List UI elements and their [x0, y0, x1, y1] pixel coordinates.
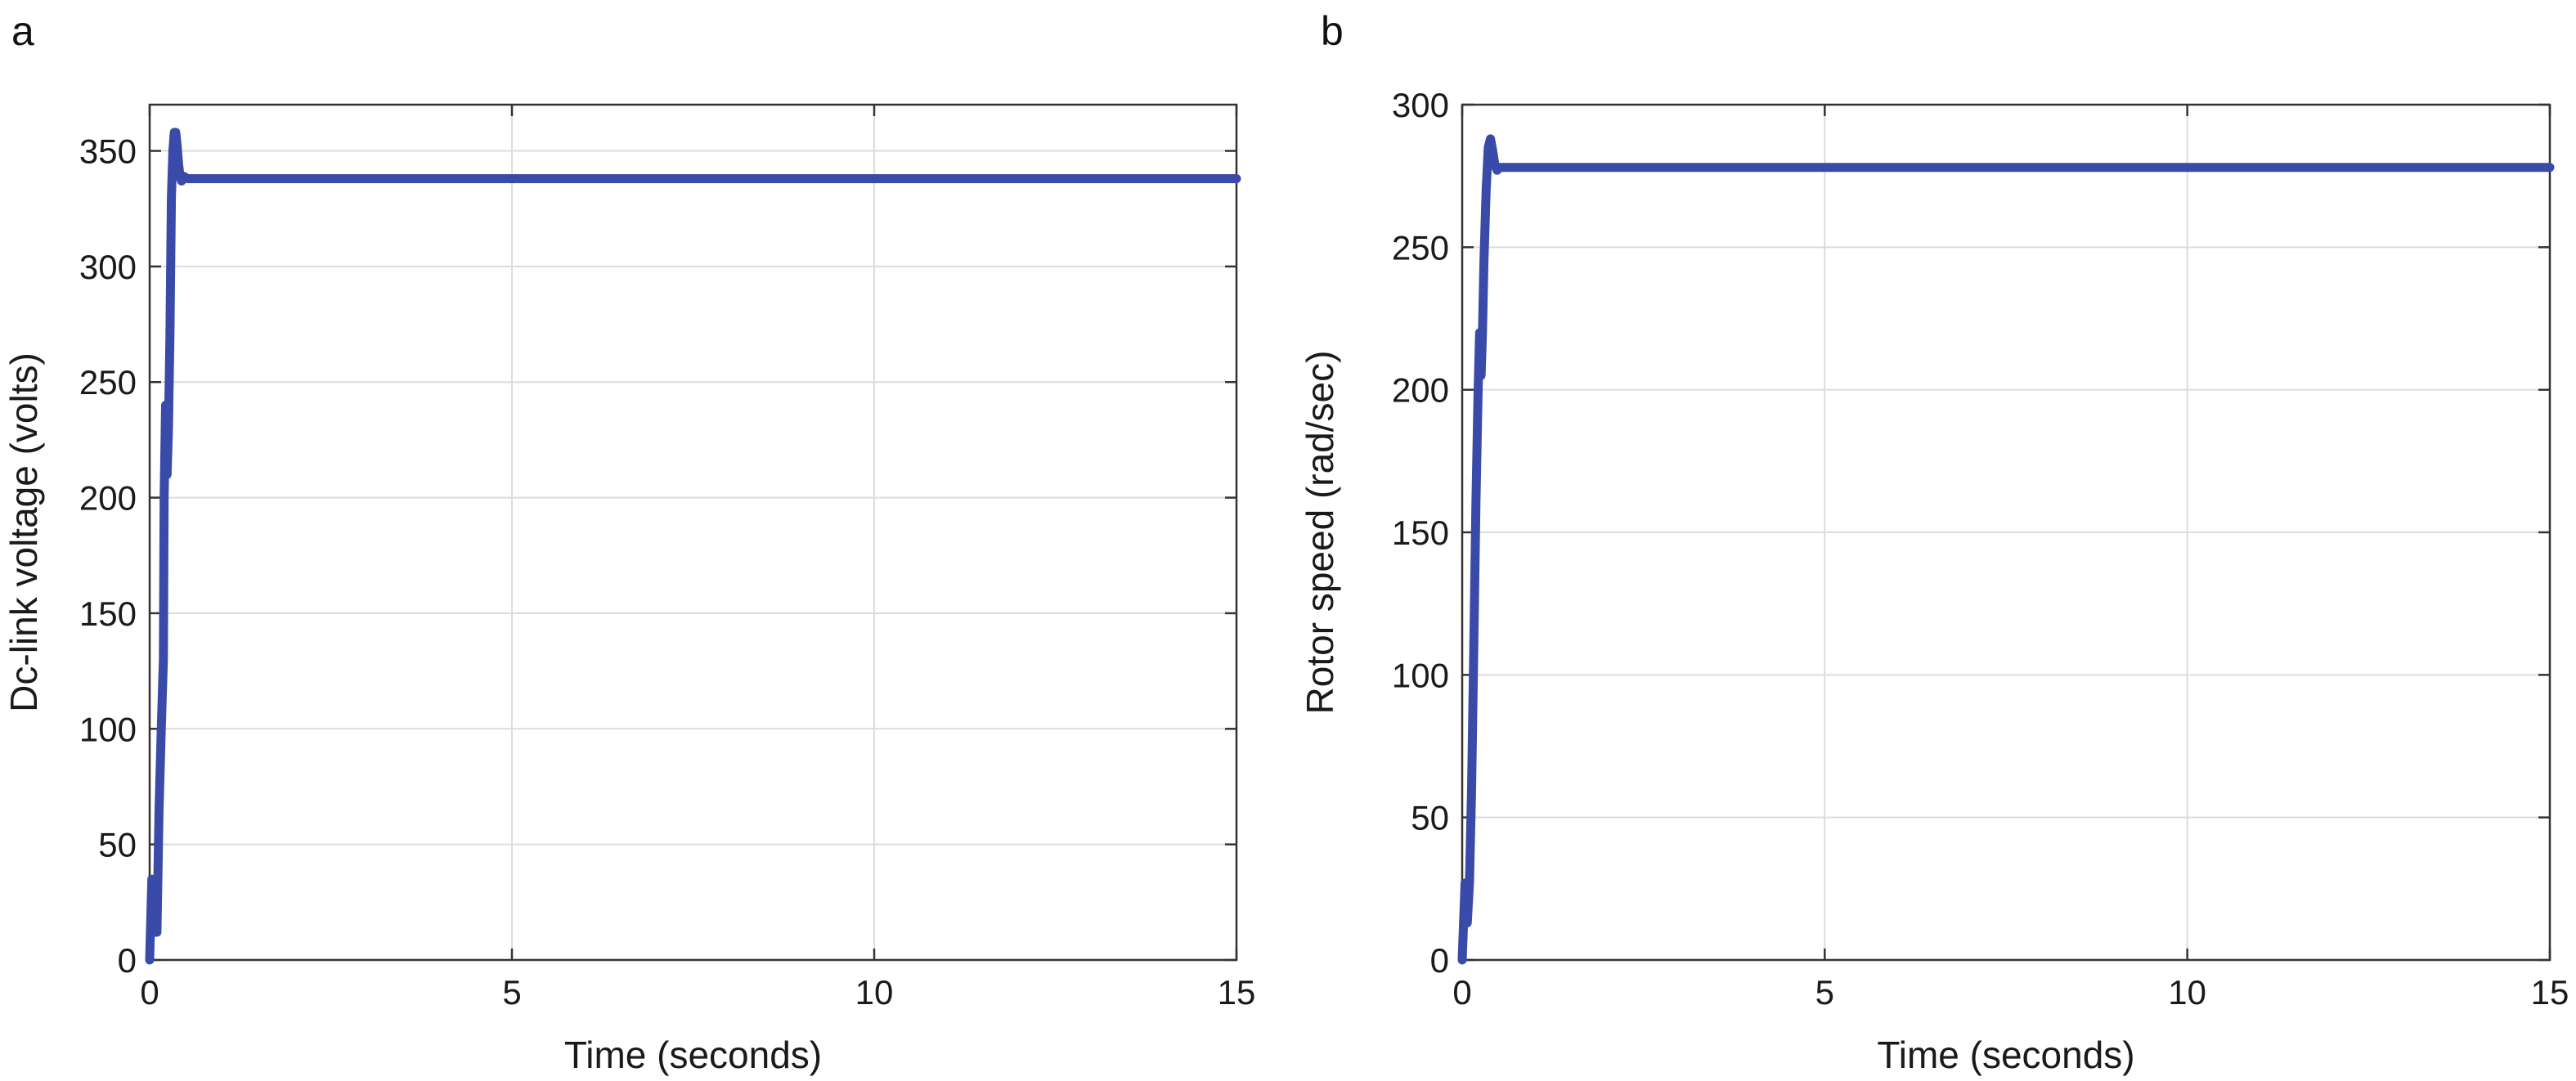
- x-axis-label: Time (seconds): [1877, 1034, 2134, 1076]
- y-tick-label: 200: [79, 479, 137, 518]
- y-axis-label: Dc-link voltage (volts): [2, 352, 45, 712]
- y-tick-label: 100: [79, 710, 137, 748]
- x-tick-label: 5: [502, 973, 521, 1011]
- y-tick-label: 300: [79, 248, 137, 286]
- y-tick-label: 0: [1430, 941, 1449, 980]
- x-tick-label: 0: [1452, 973, 1471, 1011]
- plot-frame: [148, 103, 1238, 962]
- panel-letter: a: [11, 8, 34, 54]
- y-tick-label: 50: [1411, 799, 1449, 837]
- y-tick-label: 0: [118, 941, 137, 980]
- x-tick-label: 10: [855, 973, 894, 1011]
- y-tick-label: 350: [79, 132, 137, 171]
- y-axis-label: Rotor speed (rad/sec): [1299, 351, 1341, 715]
- y-tick-label: 250: [1392, 228, 1449, 267]
- y-tick-label: 250: [79, 363, 137, 401]
- y-tick-label: 300: [1392, 86, 1449, 124]
- series-line: [145, 128, 1241, 965]
- y-tick-label: 150: [1392, 514, 1449, 552]
- x-axis-label: Time (seconds): [564, 1034, 822, 1076]
- x-tick-label: 5: [1815, 973, 1834, 1011]
- y-tick-label: 50: [98, 826, 137, 864]
- x-tick-label: 15: [2531, 973, 2569, 1011]
- x-tick-label: 0: [140, 973, 159, 1011]
- y-tick-label: 150: [79, 594, 137, 633]
- series-line: [1457, 134, 2555, 965]
- x-tick-label: 15: [1218, 973, 1256, 1011]
- y-tick-label: 100: [1392, 656, 1449, 694]
- y-tick-label: 200: [1392, 371, 1449, 410]
- panel-letter: b: [1321, 8, 1344, 54]
- x-tick-label: 10: [2168, 973, 2206, 1011]
